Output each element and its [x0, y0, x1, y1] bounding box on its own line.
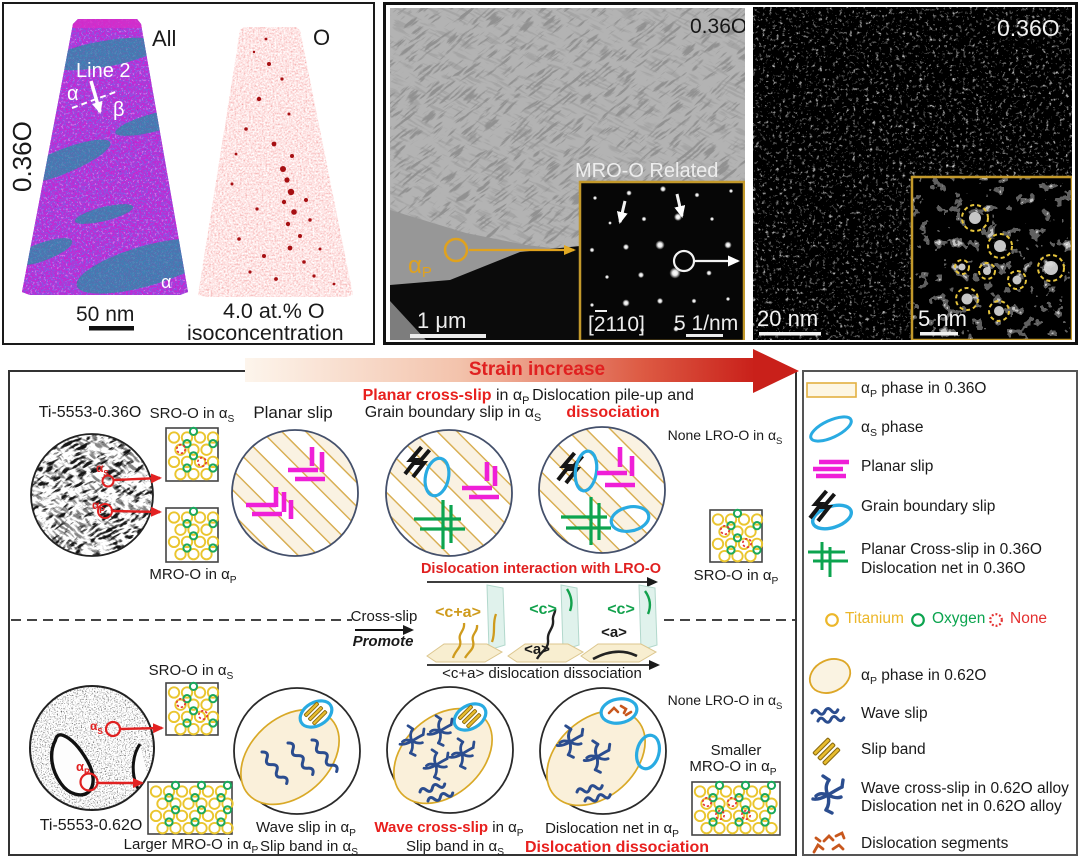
- svg-text:0.36O: 0.36O: [7, 121, 37, 192]
- svg-text:Line 2: Line 2: [76, 60, 131, 82]
- svg-text:All: All: [152, 26, 176, 51]
- svg-text:1 μm: 1 μm: [417, 308, 466, 333]
- svg-text:α: α: [161, 272, 171, 292]
- svg-text:0.36O: 0.36O: [690, 15, 747, 38]
- svg-text:α: α: [67, 83, 79, 105]
- svg-text:[2110]: [2110]: [588, 313, 645, 336]
- svg-text:5 1/nm: 5 1/nm: [674, 312, 738, 335]
- svg-text:0.36O: 0.36O: [997, 15, 1060, 41]
- svg-text:5 nm: 5 nm: [918, 306, 967, 331]
- svg-text:20 nm: 20 nm: [757, 306, 818, 331]
- svg-text:4.0 at.% O: 4.0 at.% O: [223, 299, 325, 323]
- svg-text:isoconcentration: isoconcentration: [187, 321, 344, 342]
- svg-text:MRO-O Related: MRO-O Related: [575, 160, 718, 182]
- svg-text:50 nm: 50 nm: [76, 303, 134, 326]
- svg-text:β: β: [113, 99, 125, 121]
- svg-text:O: O: [313, 25, 330, 50]
